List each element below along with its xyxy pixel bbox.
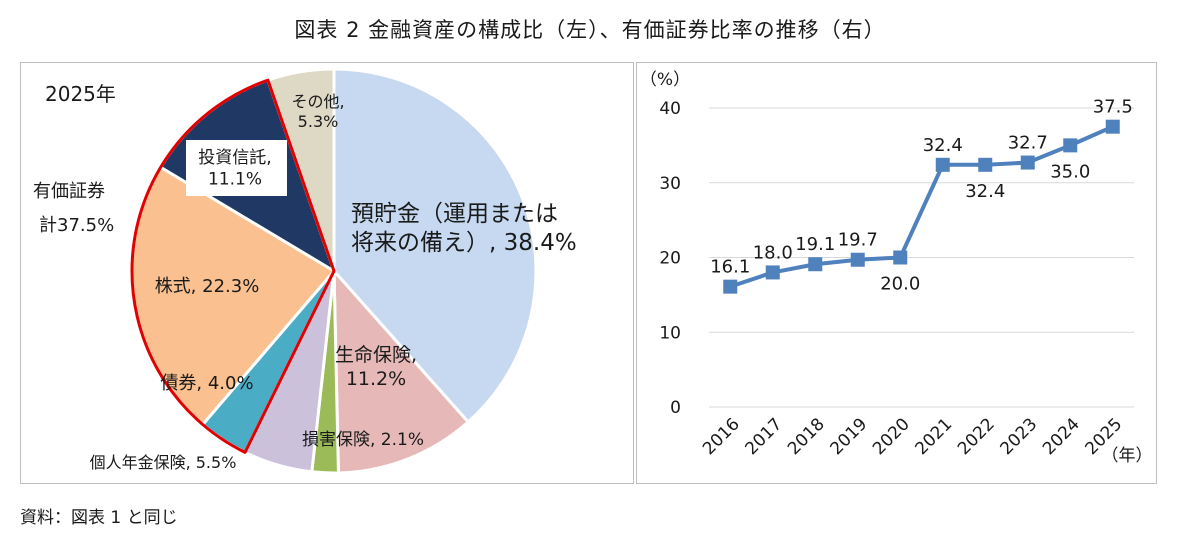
securities-outline [130,78,336,454]
data-label: 16.1 [710,257,750,278]
y-tick-label: 0 [670,398,681,418]
slice-label: 生命保険, [335,344,417,366]
slice-label: 将来の備え）, 38.4% [351,230,577,256]
x-tick-label: 2020 [869,414,914,459]
data-point-marker [850,252,865,267]
data-point-marker [978,157,993,172]
chart-title: 図表 2 金融資産の構成比（左）、有価証券比率の推移（右） [294,18,886,42]
data-label: 32.4 [965,181,1005,202]
slice-label: 11.1% [208,169,262,189]
data-point-marker [765,265,780,280]
slice-label: 預貯金（運用または [351,201,558,227]
pie-slice [332,266,471,475]
slice-label: 5.3% [298,112,339,131]
y-tick-label: 40 [659,99,681,119]
data-label: 20.0 [880,274,920,295]
y-tick-label: 20 [659,249,681,269]
slice-label: 個人年金保険, 5.5% [90,453,237,472]
x-tick-label: 2018 [784,414,829,459]
series-line [729,124,1114,289]
pie-chart-panel: 預貯金（運用または 将来の備え）, 38.4% 生命保険, 11.2% 損害保険, 2.… [20,62,634,484]
x-tick-label: 2021 [912,414,957,459]
x-tick-label: 2023 [997,414,1042,459]
data-point-marker [1105,119,1120,134]
slice-label-box [186,140,287,196]
x-tick-label: 2019 [827,414,872,459]
x-tick-label: 2022 [954,414,999,459]
source-note: 資料：図表 1 と同じ [20,508,178,528]
x-tick-label: 2016 [699,414,744,459]
pie-slice [332,67,538,425]
slice-label: 損害保険, 2.1% [302,430,424,450]
group-label: 有価証券 [33,181,105,202]
data-label: 19.1 [795,234,835,255]
group-label: 計37.5% [39,215,114,236]
data-label: 18.0 [753,242,793,263]
data-label: 32.7 [1008,133,1048,154]
line-chart: 0 10 20 30 40 （%） 16.118.0 19.1 19.7 20.0 32.4 32.4… [640,70,1153,466]
data-point-marker [935,157,950,172]
data-point-marker [723,279,738,294]
x-tick-label: 2017 [742,414,787,459]
slice-label: 11.2% [346,368,406,390]
data-label: 19.7 [838,230,878,251]
slice-label: その他, [291,92,344,111]
slice-label: 株式, 22.3% [155,276,260,297]
line-chart-panel: 0 10 20 30 40 （%） 16.1 18.0 19.1 19.7 20.0 32.4 32.4… [636,62,1157,484]
data-label: 37.5 [1093,97,1133,118]
data-label: 35.0 [1050,161,1090,182]
x-axis-unit: （年） [1102,446,1153,466]
year-label: 2025年 [45,82,116,106]
data-label: 32.4 [923,135,963,156]
data-point-marker [893,250,908,265]
slice-label: 債券, 4.0% [160,373,253,394]
data-point-marker [1063,138,1078,153]
slice-label: 投資信託, [198,148,271,168]
x-tick-label: 2024 [1039,414,1084,459]
y-tick-label: 10 [659,323,681,343]
data-point-marker [808,257,823,272]
y-tick-label: 30 [659,174,681,194]
data-point-marker [1020,155,1035,170]
y-axis-unit: （%） [640,70,690,90]
